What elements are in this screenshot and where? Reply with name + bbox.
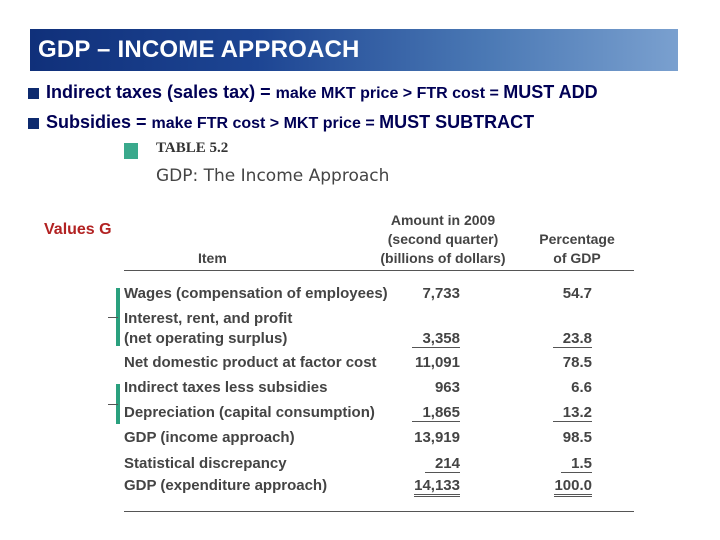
table-number: TABLE 5.2 [156, 140, 229, 156]
title-bar: GDP – INCOME APPROACH [30, 29, 678, 71]
green-square-icon [124, 143, 138, 159]
table-row: (net operating surplus) 3,358 23.8 [122, 328, 634, 352]
row-item: Wages (compensation of employees) [124, 285, 388, 302]
header-percent: Percentage of GDP [532, 230, 622, 268]
row-item: GDP (expenditure approach) [124, 477, 328, 494]
row-amount: 7,733 [422, 285, 460, 302]
row-item: Statistical discrepancy [124, 455, 287, 472]
row-item: Depreciation (capital consumption) [124, 404, 375, 421]
row-percent: 23.8 [552, 330, 592, 348]
bullet-text: Indirect taxes (sales tax) = make MKT pr… [46, 82, 598, 103]
row-percent: 54.7 [562, 285, 592, 302]
bullet-part: MUST SUBTRACT [379, 112, 535, 132]
green-bracket [116, 288, 120, 346]
header-line: of GDP [553, 250, 601, 266]
income-approach-table: TABLE 5.2 GDP: The Income Approach Amoun… [122, 137, 634, 515]
slide-title: GDP – INCOME APPROACH [38, 36, 360, 63]
table-row: Wages (compensation of employees) 7,733 … [122, 283, 634, 307]
bottom-rule [124, 511, 634, 512]
bullet-part: MUST ADD [503, 82, 598, 102]
side-label: Values G [44, 221, 112, 238]
row-percent: 98.5 [562, 429, 592, 446]
row-item: Indirect taxes less subsidies [124, 379, 328, 396]
table-title: GDP: The Income Approach [156, 166, 390, 186]
table-row: Indirect taxes less subsidies 963 6.6 [122, 377, 634, 401]
row-amount: 14,133 [414, 477, 460, 497]
row-item: GDP (income approach) [124, 429, 295, 446]
row-percent: 78.5 [562, 354, 592, 371]
row-amount: 1,865 [412, 404, 460, 422]
row-amount: 11,091 [414, 354, 460, 371]
header-item: Item [198, 250, 227, 266]
square-bullet-icon [28, 88, 39, 99]
row-percent: 100.0 [554, 477, 592, 497]
row-item: Net domestic product at factor cost [124, 354, 377, 371]
header-line: (second quarter) [387, 231, 499, 247]
row-amount: 13,919 [414, 429, 460, 446]
bullet-part: Indirect taxes (sales tax) = [46, 82, 276, 102]
table-row: GDP (expenditure approach) 14,133 100.0 [122, 475, 634, 499]
bullet-part: Subsidies = [46, 112, 152, 132]
bracket-tick [108, 404, 118, 405]
table-row: Depreciation (capital consumption) 1,865… [122, 402, 634, 426]
bullet-text: Subsidies = make FTR cost > MKT price = … [46, 112, 534, 133]
bracket-tick [108, 317, 118, 318]
table-row: GDP (income approach) 13,919 98.5 [122, 427, 634, 451]
table-row: Statistical discrepancy 214 1.5 [122, 453, 634, 477]
row-item: (net operating surplus) [124, 330, 288, 347]
green-bracket [116, 384, 120, 424]
table-row: Interest, rent, and profit [122, 308, 634, 332]
square-bullet-icon [28, 118, 39, 129]
row-item: Interest, rent, and profit [124, 310, 293, 327]
row-percent: 6.6 [571, 379, 592, 396]
row-percent: 1.5 [561, 455, 592, 473]
bullet-part: make MKT price > FTR cost = [275, 85, 504, 102]
row-amount: 3,358 [412, 330, 460, 348]
header-amount: Amount in 2009 (second quarter) (billion… [376, 211, 510, 268]
header-line: (billions of dollars) [380, 250, 506, 266]
row-percent: 13.2 [552, 404, 592, 422]
bullet-part: make FTR cost > MKT price = [151, 115, 380, 132]
row-amount: 963 [434, 379, 460, 396]
row-amount: 214 [424, 455, 460, 473]
header-line: Percentage [539, 231, 615, 247]
table-row: Net domestic product at factor cost 11,0… [122, 352, 634, 376]
header-line: Amount in 2009 [390, 212, 496, 228]
header-rule [124, 270, 634, 271]
